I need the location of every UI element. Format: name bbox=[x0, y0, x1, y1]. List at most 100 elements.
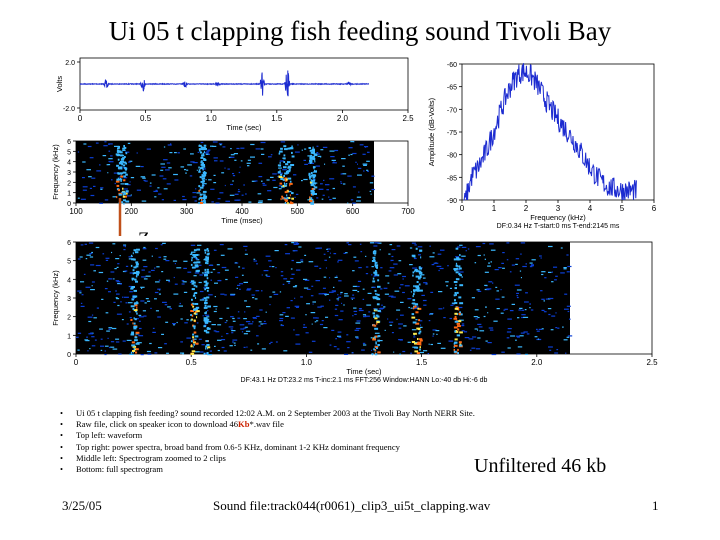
energy-band bbox=[115, 153, 120, 156]
noise-speck bbox=[270, 341, 273, 343]
energy-band bbox=[130, 264, 133, 267]
noise-speck bbox=[269, 296, 272, 298]
energy-band bbox=[374, 253, 376, 256]
noise-speck bbox=[347, 347, 350, 349]
noise-speck bbox=[296, 243, 300, 245]
noise-speck bbox=[115, 280, 120, 282]
energy-band bbox=[202, 172, 207, 174]
noise-speck bbox=[238, 189, 240, 191]
noise-speck bbox=[270, 154, 273, 156]
energy-band bbox=[202, 197, 207, 199]
noise-speck bbox=[350, 141, 355, 143]
energy-band bbox=[376, 266, 378, 269]
energy-band bbox=[123, 161, 127, 164]
energy-band bbox=[204, 321, 209, 324]
energy-band bbox=[123, 202, 125, 205]
energy-band bbox=[132, 252, 134, 255]
noise-speck bbox=[204, 152, 209, 154]
noise-speck bbox=[484, 271, 489, 273]
noise-speck bbox=[86, 254, 91, 256]
noise-speck bbox=[180, 318, 183, 320]
noise-speck bbox=[91, 281, 95, 283]
noise-speck bbox=[496, 290, 499, 292]
energy-band bbox=[454, 320, 459, 323]
noise-speck bbox=[419, 320, 423, 322]
energy-band bbox=[312, 155, 315, 158]
energy-band bbox=[374, 273, 378, 276]
energy-band bbox=[193, 338, 195, 341]
noise-speck bbox=[166, 279, 170, 281]
noise-speck bbox=[402, 291, 405, 294]
noise-speck bbox=[560, 247, 563, 249]
noise-speck bbox=[342, 165, 345, 167]
download-size-highlight[interactable]: Kb bbox=[238, 419, 250, 430]
noise-speck bbox=[111, 327, 117, 330]
noise-speck bbox=[284, 244, 288, 246]
noise-speck bbox=[103, 145, 108, 147]
noise-speck bbox=[252, 297, 255, 299]
energy-band bbox=[415, 275, 420, 278]
noise-speck bbox=[184, 322, 188, 324]
energy-band bbox=[282, 197, 285, 200]
noise-speck bbox=[256, 335, 259, 337]
energy-band bbox=[457, 320, 462, 323]
noise-speck bbox=[190, 153, 194, 155]
noise-speck bbox=[567, 335, 573, 337]
energy-band bbox=[288, 169, 291, 171]
noise-speck bbox=[111, 251, 113, 254]
energy-band bbox=[120, 158, 125, 161]
noise-speck bbox=[234, 193, 239, 195]
noise-speck bbox=[496, 308, 500, 310]
energy-band bbox=[454, 287, 457, 290]
energy-band bbox=[375, 342, 377, 345]
noise-speck bbox=[120, 183, 125, 185]
noise-speck bbox=[283, 350, 288, 352]
energy-band bbox=[313, 179, 316, 182]
energy-band bbox=[373, 297, 375, 300]
noise-speck bbox=[192, 192, 197, 194]
energy-band bbox=[411, 313, 415, 316]
energy-band bbox=[190, 352, 195, 355]
energy-band bbox=[199, 176, 202, 179]
energy-band bbox=[135, 351, 138, 354]
noise-speck bbox=[521, 314, 526, 316]
noise-speck bbox=[116, 266, 119, 268]
noise-speck bbox=[120, 301, 122, 303]
energy-band bbox=[117, 177, 119, 180]
energy-band bbox=[457, 291, 459, 294]
noise-speck bbox=[436, 333, 438, 335]
noise-speck bbox=[143, 266, 148, 268]
energy-band bbox=[309, 149, 314, 152]
noise-speck bbox=[116, 313, 122, 315]
noise-speck bbox=[524, 301, 529, 303]
noise-speck bbox=[152, 327, 155, 329]
energy-band bbox=[195, 254, 199, 256]
noise-speck bbox=[160, 244, 163, 246]
noise-speck bbox=[321, 320, 324, 322]
noise-speck bbox=[218, 279, 221, 282]
energy-band bbox=[373, 314, 375, 317]
noise-speck bbox=[243, 245, 248, 247]
noise-speck bbox=[520, 277, 522, 279]
noise-speck bbox=[128, 285, 132, 288]
energy-band bbox=[201, 166, 204, 169]
noise-speck bbox=[388, 321, 394, 323]
noise-speck bbox=[340, 291, 343, 294]
noise-speck bbox=[123, 177, 128, 179]
energy-band bbox=[419, 346, 421, 349]
noise-speck bbox=[367, 151, 370, 153]
energy-band bbox=[124, 168, 127, 171]
noise-speck bbox=[202, 315, 204, 317]
noise-speck bbox=[548, 245, 553, 248]
noise-speck bbox=[282, 312, 286, 314]
noise-speck bbox=[236, 287, 238, 289]
noise-speck bbox=[209, 350, 212, 352]
noise-speck bbox=[225, 278, 228, 281]
energy-band bbox=[374, 335, 378, 338]
noise-speck bbox=[123, 245, 125, 247]
energy-band bbox=[413, 285, 415, 288]
noise-speck bbox=[348, 147, 353, 149]
noise-speck bbox=[110, 155, 113, 157]
noise-speck bbox=[250, 156, 255, 158]
noise-speck bbox=[261, 180, 263, 182]
